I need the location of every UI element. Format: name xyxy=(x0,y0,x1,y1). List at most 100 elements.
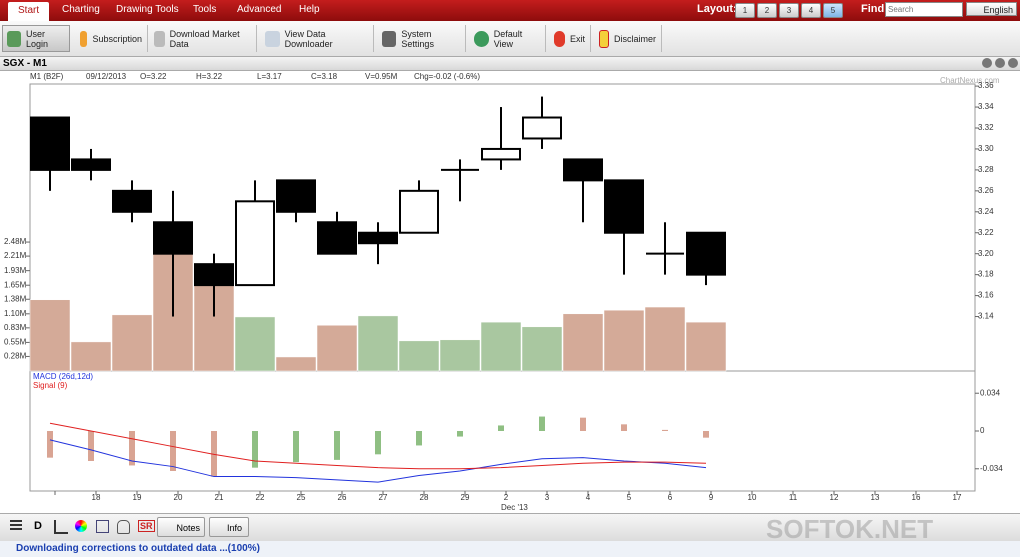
y-tick-label: 3.16 xyxy=(978,291,994,300)
y-tick-label: 3.18 xyxy=(978,270,994,279)
volume-tick-label: 0.55M xyxy=(4,338,27,347)
y-tick-label: 3.24 xyxy=(978,207,994,216)
x-tick-label: 9 xyxy=(709,493,714,502)
macd-histogram-bar xyxy=(539,416,545,431)
macd-histogram-bar xyxy=(293,431,299,463)
menu-tab[interactable]: Tools xyxy=(193,4,217,15)
macd-histogram-bar xyxy=(170,431,176,471)
x-tick-label: 22 xyxy=(256,493,265,502)
info-field: C=3.18 xyxy=(311,72,338,81)
x-tick-label: 21 xyxy=(215,493,224,502)
toolbar-button[interactable]: Default View xyxy=(470,25,546,52)
button-label: System Settings xyxy=(401,28,434,49)
y-tick-label: 3.30 xyxy=(978,144,994,153)
volume-bar xyxy=(70,341,112,372)
notes-button[interactable]: Notes xyxy=(157,517,205,537)
toolbar-button[interactable]: Subscription xyxy=(76,25,148,52)
x-tick-label: 27 xyxy=(379,493,388,502)
layout-button[interactable]: 4 xyxy=(801,3,821,18)
info-field: M1 (B2F) xyxy=(30,72,64,81)
legend-entry: Signal (9) xyxy=(33,381,68,390)
x-tick-label: 10 xyxy=(748,493,757,502)
volume-bar xyxy=(316,324,358,372)
candle-body xyxy=(604,179,644,234)
x-tick-label: 25 xyxy=(297,493,306,502)
button-label: Exit xyxy=(569,33,585,44)
button-label: User Login xyxy=(25,28,48,49)
layout-button[interactable]: 3 xyxy=(779,3,799,18)
volume-tick-label: 0.83M xyxy=(4,323,27,332)
button-label: Disclaimer xyxy=(613,33,656,44)
volume-bar xyxy=(111,314,153,372)
y-tick-label: 3.20 xyxy=(978,249,994,258)
y-tick-label: 3.34 xyxy=(978,102,994,111)
info-field: V=0.95M xyxy=(365,72,398,81)
menu-tab[interactable]: Drawing Tools xyxy=(116,4,179,15)
layout-button[interactable]: 2 xyxy=(757,3,777,18)
watermark: ChartNexus.com xyxy=(940,76,1000,85)
x-tick-label: 3 xyxy=(545,493,550,502)
menu-tab[interactable]: Charting xyxy=(62,4,100,15)
volume-tick-label: 2.21M xyxy=(4,251,27,260)
y-tick-label: 3.28 xyxy=(978,165,994,174)
tool-icon[interactable] xyxy=(117,520,130,534)
chart-window-title: SGX - M1 xyxy=(3,58,47,69)
toolbar-button[interactable]: System Settings xyxy=(378,25,466,52)
menu-icon[interactable] xyxy=(10,520,22,532)
button-label: View Data Downloader xyxy=(284,28,333,49)
macd-tick-label: -0.034 xyxy=(980,464,1003,473)
tool-icon[interactable] xyxy=(96,520,109,533)
maximize-button[interactable] xyxy=(995,58,1005,68)
layout-button[interactable]: 1 xyxy=(735,3,755,18)
x-tick-label: 11 xyxy=(789,493,798,502)
menu-tab[interactable]: Start xyxy=(8,2,50,21)
volume-bar xyxy=(562,313,604,372)
macd-tick-label: 0.034 xyxy=(980,388,1001,397)
candle-body xyxy=(153,221,193,255)
menu-tab[interactable]: Advanced xyxy=(237,4,282,15)
search-box[interactable] xyxy=(885,2,963,17)
minimize-button[interactable] xyxy=(982,58,992,68)
chart: ChartNexus.com M1 (B2F) 09/12/2013 O=3.22 H… xyxy=(0,71,1020,513)
toolbar-button[interactable]: User Login xyxy=(2,25,70,52)
info-button[interactable]: Info xyxy=(209,517,249,537)
volume-bar xyxy=(275,356,317,372)
tool-icon[interactable] xyxy=(75,520,87,532)
candle-body xyxy=(317,221,357,255)
candle-body xyxy=(235,200,275,287)
macd-line xyxy=(49,439,707,483)
macd-histogram-bar xyxy=(252,431,258,468)
close-button[interactable] xyxy=(1008,58,1018,68)
volume-bar xyxy=(603,309,645,372)
menu-tab[interactable]: Help xyxy=(299,4,320,15)
candle-body xyxy=(563,158,603,182)
x-tick-label: 20 xyxy=(174,493,183,502)
toolbar-button[interactable]: Download Market Data xyxy=(150,25,257,52)
x-tick-label: 26 xyxy=(338,493,347,502)
volume-bar xyxy=(398,340,440,372)
toolbar-button[interactable]: Disclaimer xyxy=(595,25,662,52)
x-tick-label: 16 xyxy=(912,493,921,502)
tool-icon[interactable]: D xyxy=(34,520,42,532)
toolbar-button[interactable]: Exit xyxy=(550,25,591,52)
volume-tick-label: 1.93M xyxy=(4,266,27,275)
x-tick-label: 12 xyxy=(830,493,839,502)
chart-window-titlebar: SGX - M1 xyxy=(0,57,1020,71)
tool-icon[interactable] xyxy=(54,520,68,534)
x-tick-label: 29 xyxy=(461,493,470,502)
info-field: O=3.22 xyxy=(140,72,167,81)
y-tick-label: 3.22 xyxy=(978,228,994,237)
x-tick-label: 13 xyxy=(871,493,880,502)
macd-tick-label: 0 xyxy=(980,426,985,435)
toolbar-button[interactable]: View Data Downloader xyxy=(261,25,374,52)
toolbar: User Login Subscription Download Market … xyxy=(0,21,1020,57)
language-button[interactable]: English xyxy=(966,2,1017,16)
tool-icon[interactable]: SR xyxy=(138,520,155,532)
candle-body xyxy=(481,147,521,161)
layout-button[interactable]: 5 xyxy=(823,3,843,18)
info-field: L=3.17 xyxy=(257,72,282,81)
macd-histogram-bar xyxy=(129,431,135,466)
volume-tick-label: 2.48M xyxy=(4,237,27,246)
macd-line xyxy=(49,422,707,470)
info-field: 09/12/2013 xyxy=(86,72,127,81)
